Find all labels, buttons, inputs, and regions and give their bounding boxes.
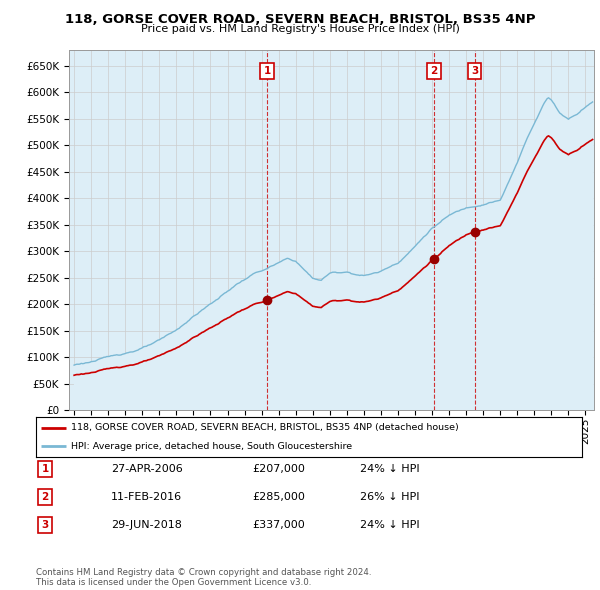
Text: 24% ↓ HPI: 24% ↓ HPI (360, 520, 419, 530)
Text: 1: 1 (263, 66, 271, 76)
Text: £337,000: £337,000 (252, 520, 305, 530)
Text: 3: 3 (471, 66, 478, 76)
Text: 2: 2 (430, 66, 438, 76)
Text: Price paid vs. HM Land Registry's House Price Index (HPI): Price paid vs. HM Land Registry's House … (140, 24, 460, 34)
Text: 24% ↓ HPI: 24% ↓ HPI (360, 464, 419, 474)
Text: 11-FEB-2016: 11-FEB-2016 (111, 492, 182, 502)
Text: 26% ↓ HPI: 26% ↓ HPI (360, 492, 419, 502)
Text: £207,000: £207,000 (252, 464, 305, 474)
Text: 2: 2 (41, 492, 49, 502)
Text: 118, GORSE COVER ROAD, SEVERN BEACH, BRISTOL, BS35 4NP (detached house): 118, GORSE COVER ROAD, SEVERN BEACH, BRI… (71, 424, 459, 432)
Text: HPI: Average price, detached house, South Gloucestershire: HPI: Average price, detached house, Sout… (71, 442, 353, 451)
Text: Contains HM Land Registry data © Crown copyright and database right 2024.
This d: Contains HM Land Registry data © Crown c… (36, 568, 371, 587)
Text: £285,000: £285,000 (252, 492, 305, 502)
Text: 27-APR-2006: 27-APR-2006 (111, 464, 183, 474)
Text: 1: 1 (41, 464, 49, 474)
Text: 3: 3 (41, 520, 49, 530)
Text: 29-JUN-2018: 29-JUN-2018 (111, 520, 182, 530)
Text: 118, GORSE COVER ROAD, SEVERN BEACH, BRISTOL, BS35 4NP: 118, GORSE COVER ROAD, SEVERN BEACH, BRI… (65, 13, 535, 26)
